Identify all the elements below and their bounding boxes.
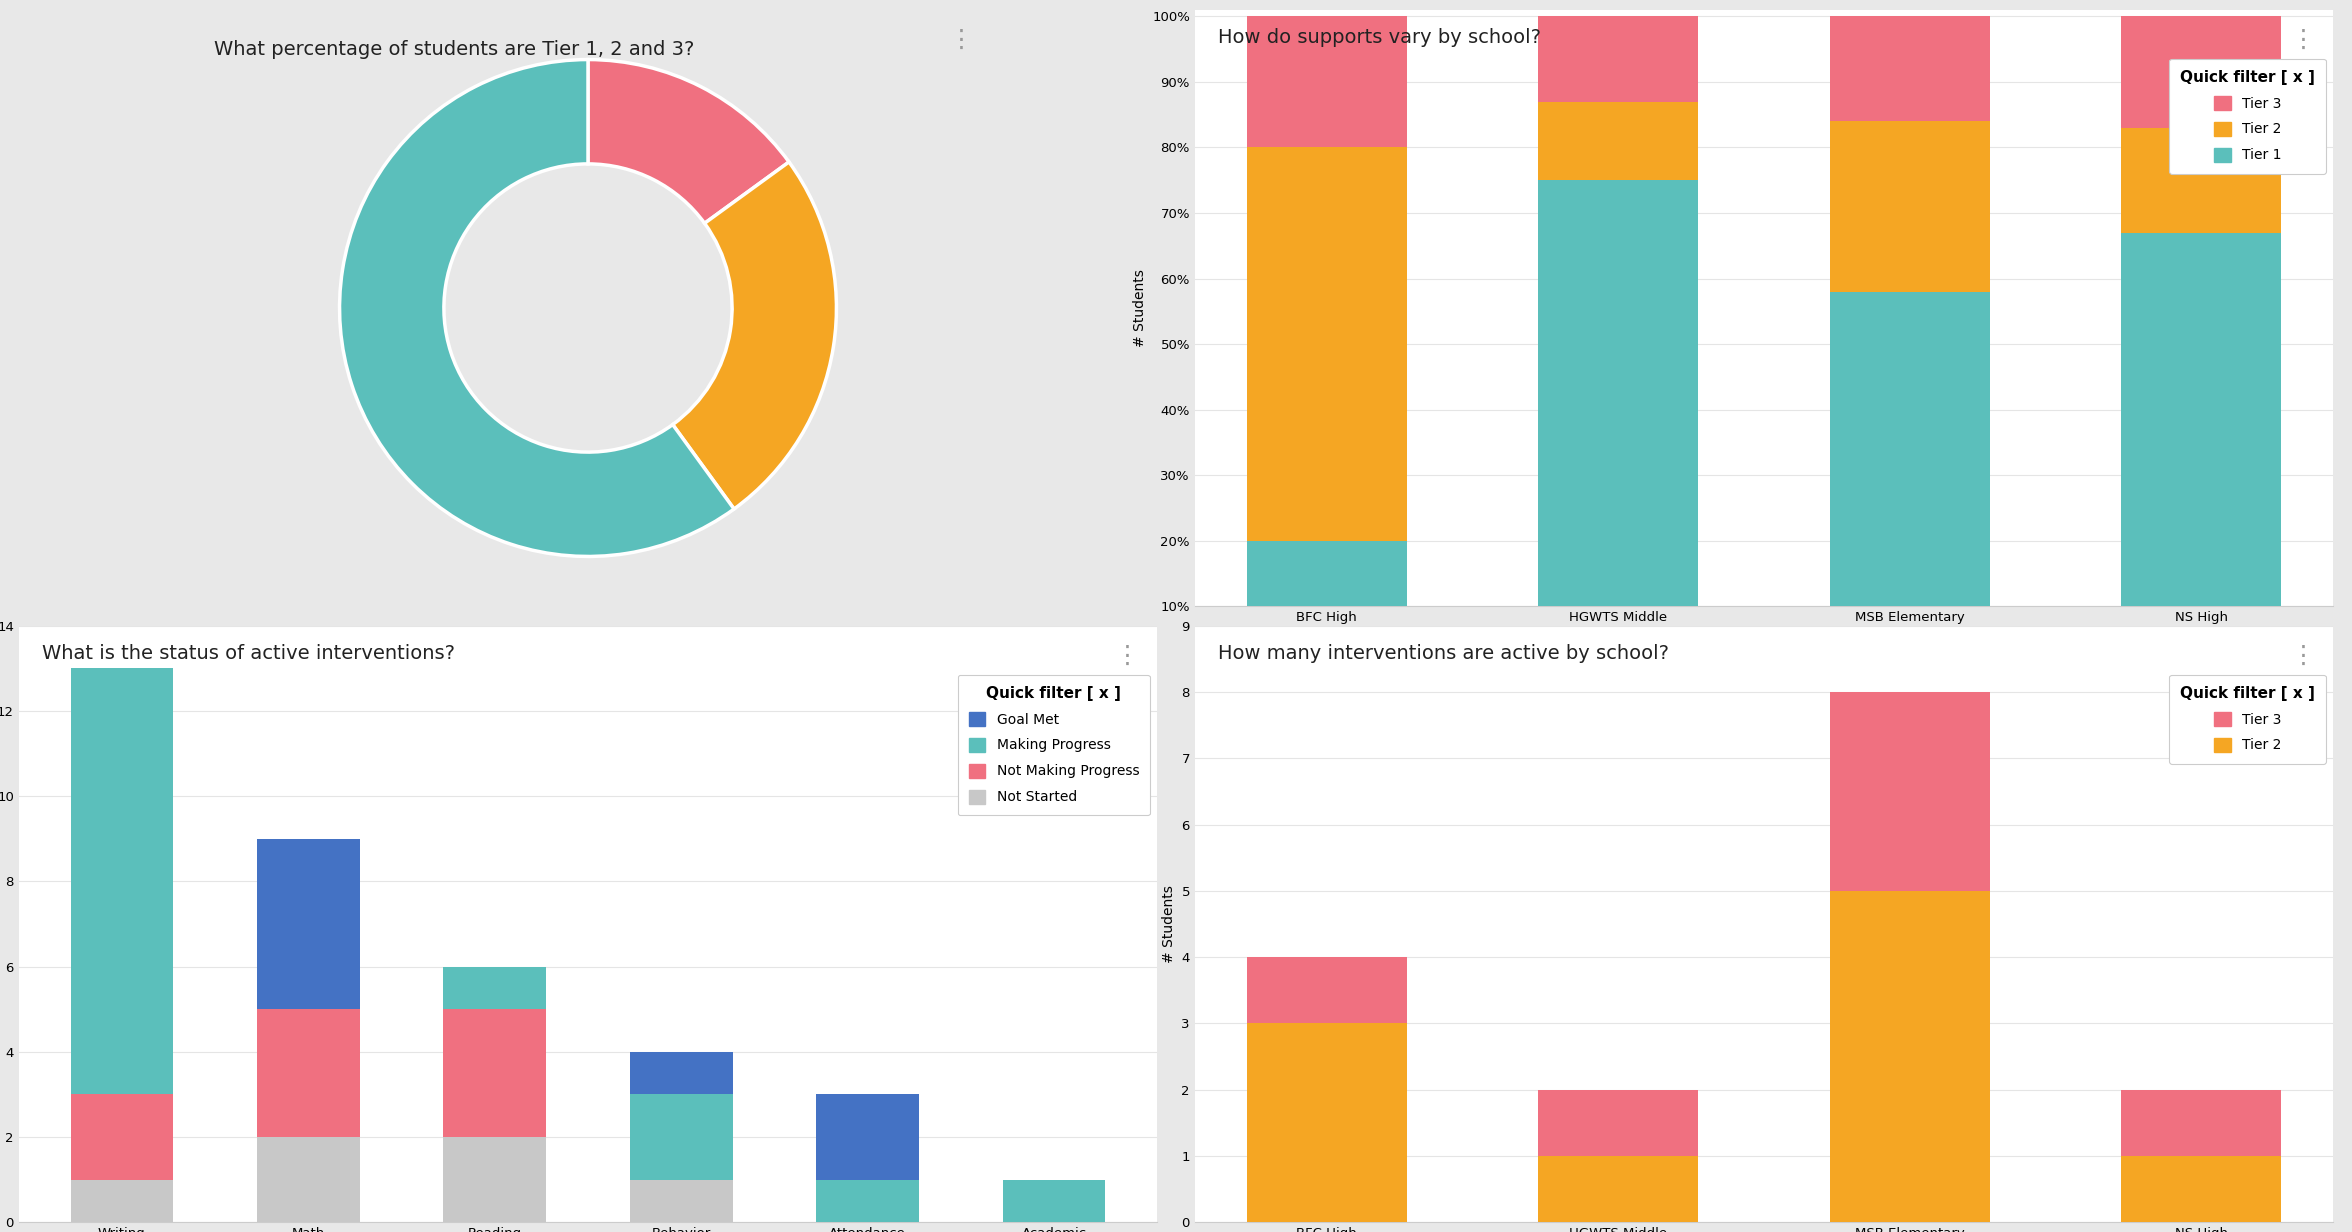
Bar — [1538, 1156, 1698, 1222]
Text: What is the status of active interventions?: What is the status of active interventio… — [42, 644, 454, 663]
Bar — [630, 1179, 731, 1222]
Text: ⋮: ⋮ — [2291, 644, 2317, 668]
Bar — [816, 1094, 920, 1179]
Bar — [445, 1009, 546, 1137]
Bar — [445, 967, 546, 1009]
Y-axis label: # Students: # Students — [1134, 269, 1145, 347]
Text: ⋮: ⋮ — [1115, 644, 1141, 668]
Bar — [1830, 16, 1990, 121]
Bar — [1247, 541, 1406, 671]
Legend: Tier 3, Tier 2, Tier 1: Tier 3, Tier 2, Tier 1 — [1258, 179, 1416, 294]
Bar — [1538, 101, 1698, 180]
Legend: Goal Met, Making Progress, Not Making Progress, Not Started: Goal Met, Making Progress, Not Making Pr… — [957, 675, 1150, 816]
Bar — [1247, 16, 1406, 148]
Y-axis label: # Students: # Students — [1162, 885, 1176, 963]
Bar — [1247, 148, 1406, 541]
Legend: Tier 3, Tier 2: Tier 3, Tier 2 — [2169, 675, 2326, 764]
Text: ⋮: ⋮ — [948, 28, 974, 52]
Bar — [816, 1179, 920, 1222]
Wedge shape — [339, 59, 734, 557]
Text: How do supports vary by school?: How do supports vary by school? — [1218, 28, 1541, 47]
Bar — [71, 669, 174, 1094]
Bar — [2122, 233, 2281, 671]
Legend: Tier 3, Tier 2, Tier 1: Tier 3, Tier 2, Tier 1 — [2169, 59, 2326, 174]
Bar — [71, 1094, 174, 1179]
Bar — [630, 1052, 731, 1094]
Bar — [445, 1137, 546, 1222]
Wedge shape — [588, 59, 788, 223]
Bar — [256, 839, 360, 1009]
Bar — [256, 1137, 360, 1222]
Wedge shape — [673, 161, 837, 509]
Bar — [256, 1009, 360, 1137]
Bar — [2122, 1089, 2281, 1156]
Bar — [1538, 180, 1698, 671]
Bar — [2122, 128, 2281, 233]
Bar — [71, 1179, 174, 1222]
Bar — [1002, 1179, 1105, 1222]
Bar — [1830, 292, 1990, 671]
Text: What percentage of students are Tier 1, 2 and 3?: What percentage of students are Tier 1, … — [214, 39, 694, 59]
Bar — [1247, 1024, 1406, 1222]
Text: How many interventions are active by school?: How many interventions are active by sch… — [1218, 644, 1668, 663]
Bar — [2122, 1156, 2281, 1222]
Bar — [1247, 957, 1406, 1024]
Bar — [1538, 1089, 1698, 1156]
Bar — [1830, 891, 1990, 1222]
Bar — [630, 1094, 731, 1179]
Bar — [1830, 121, 1990, 292]
Bar — [1830, 692, 1990, 891]
Text: ⋮: ⋮ — [2291, 28, 2317, 52]
Bar — [2122, 16, 2281, 128]
Bar — [1538, 16, 1698, 101]
